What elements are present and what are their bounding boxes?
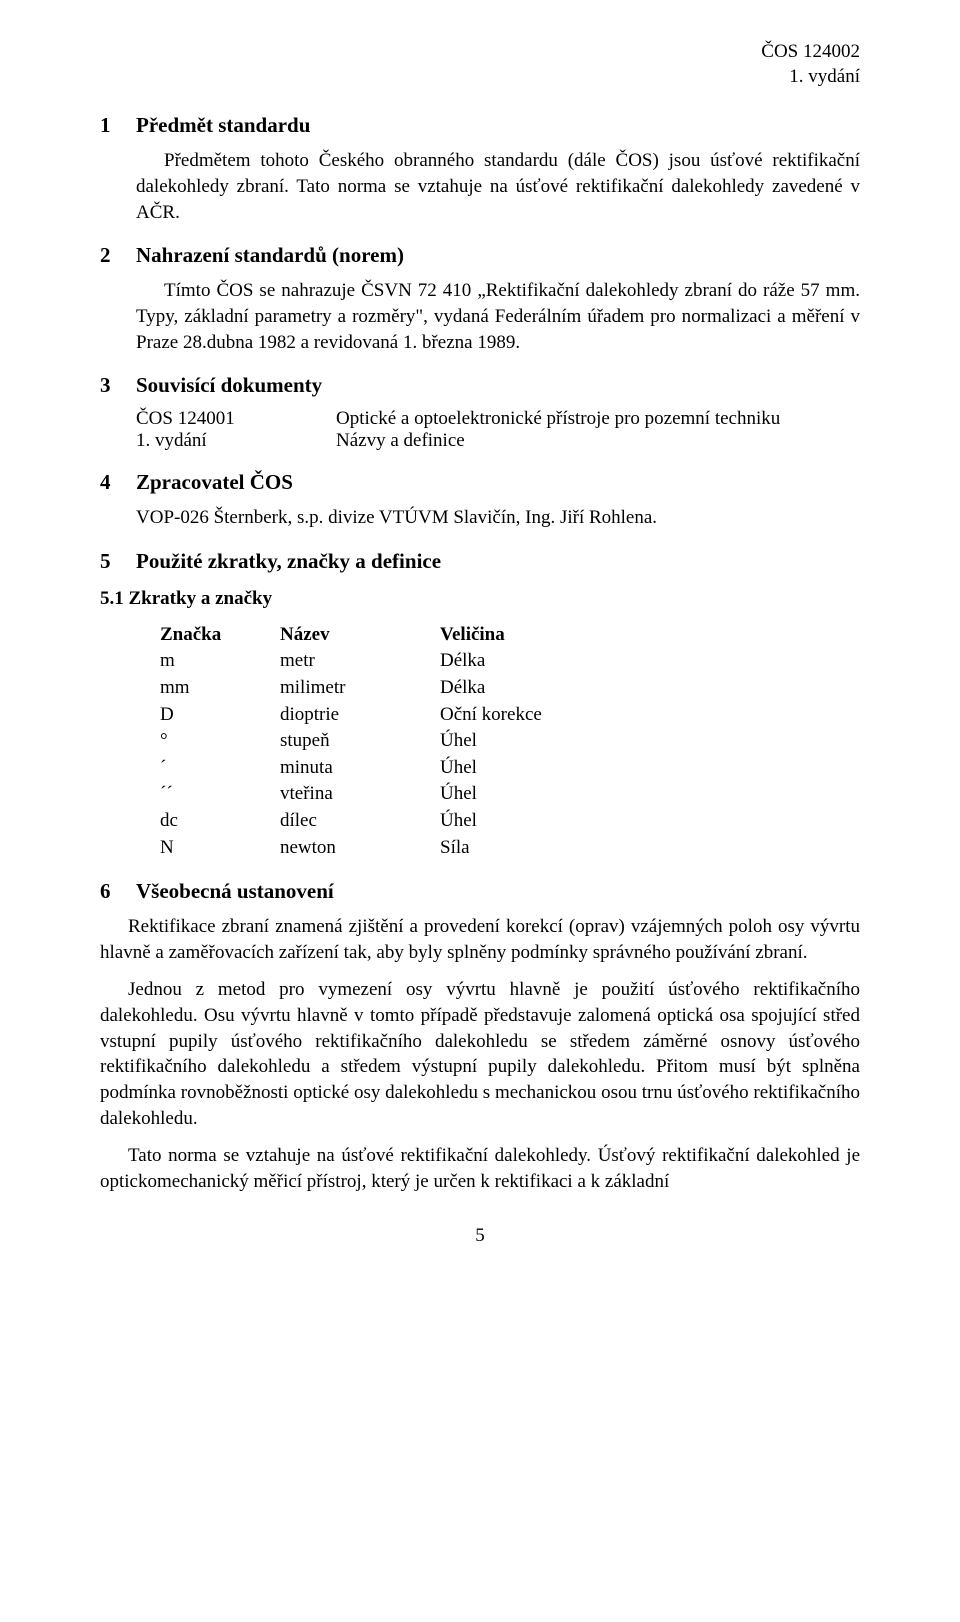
related-doc-left: ČOS 124001 1. vydání	[136, 408, 336, 452]
abbrev-c2: newton	[280, 835, 440, 862]
section-5-num: 5	[100, 549, 136, 574]
abbrev-c2: dioptrie	[280, 702, 440, 729]
abbrev-c3: Úhel	[440, 781, 860, 808]
abbrev-c1: m	[160, 648, 280, 675]
abbrev-head-row: Značka Název Veličina	[160, 622, 860, 649]
section-2-para: Tímto ČOS se nahrazuje ČSVN 72 410 „Rekt…	[136, 278, 860, 355]
abbrev-c3: Délka	[440, 648, 860, 675]
header-right: ČOS 124002 1. vydání	[100, 40, 860, 89]
abbrev-c3: Síla	[440, 835, 860, 862]
abbrev-c2: stupeň	[280, 728, 440, 755]
section-3-num: 3	[100, 373, 136, 398]
abbrev-c3: Úhel	[440, 728, 860, 755]
abbrev-c1: dc	[160, 808, 280, 835]
related-doc-edition: 1. vydání	[136, 430, 336, 452]
page-number: 5	[100, 1225, 860, 1247]
abbrev-head-c3: Veličina	[440, 622, 860, 649]
abbrev-c1: ´	[160, 755, 280, 782]
section-6-p1: Rektifikace zbraní znamená zjištění a pr…	[100, 914, 860, 965]
section-1-num: 1	[100, 113, 136, 138]
abbrev-c3: Délka	[440, 675, 860, 702]
section-5-heading: 5 Použité zkratky, značky a definice	[100, 549, 860, 574]
section-6-num: 6	[100, 879, 136, 904]
section-2-title: Nahrazení standardů (norem)	[136, 243, 404, 268]
section-5-1-num: 5.1	[100, 588, 124, 609]
section-4-para: VOP-026 Šternberk, s.p. divize VTÚVM Sla…	[136, 505, 860, 531]
section-6-heading: 6 Všeobecná ustanovení	[100, 879, 860, 904]
section-5-1-heading: 5.1 Zkratky a značky	[100, 588, 860, 610]
section-3-heading: 3 Souvisící dokumenty	[100, 373, 860, 398]
related-doc-id: ČOS 124001	[136, 408, 336, 430]
abbrev-row: m metr Délka	[160, 648, 860, 675]
section-6-p2: Jednou z metod pro vymezení osy vývrtu h…	[100, 977, 860, 1131]
abbrev-c2: metr	[280, 648, 440, 675]
doc-id: ČOS 124002	[100, 40, 860, 65]
section-1-heading: 1 Předmět standardu	[100, 113, 860, 138]
section-4-title: Zpracovatel ČOS	[136, 470, 293, 495]
section-2-heading: 2 Nahrazení standardů (norem)	[100, 243, 860, 268]
section-6-title: Všeobecná ustanovení	[136, 879, 334, 904]
abbrev-c3: Úhel	[440, 755, 860, 782]
related-doc-desc1: Optické a optoelektronické přístroje pro…	[336, 408, 860, 430]
abbrev-c2: vteřina	[280, 781, 440, 808]
abbrev-table: Značka Název Veličina m metr Délka mm mi…	[160, 622, 860, 861]
abbrev-c1: °	[160, 728, 280, 755]
related-doc-desc2: Názvy a definice	[336, 430, 860, 452]
abbrev-c3: Úhel	[440, 808, 860, 835]
related-doc-row: ČOS 124001 1. vydání Optické a optoelekt…	[136, 408, 860, 452]
abbrev-c1: mm	[160, 675, 280, 702]
doc-edition: 1. vydání	[100, 65, 860, 90]
abbrev-c1: D	[160, 702, 280, 729]
abbrev-c2: milimetr	[280, 675, 440, 702]
related-doc-right: Optické a optoelektronické přístroje pro…	[336, 408, 860, 452]
abbrev-row: dc dílec Úhel	[160, 808, 860, 835]
section-1-para: Předmětem tohoto Českého obranného stand…	[136, 148, 860, 225]
section-4-num: 4	[100, 470, 136, 495]
section-3-title: Souvisící dokumenty	[136, 373, 322, 398]
abbrev-row: ´´ vteřina Úhel	[160, 781, 860, 808]
abbrev-head-c2: Název	[280, 622, 440, 649]
section-2-num: 2	[100, 243, 136, 268]
abbrev-c3: Oční korekce	[440, 702, 860, 729]
abbrev-head-c1: Značka	[160, 622, 280, 649]
section-1-title: Předmět standardu	[136, 113, 310, 138]
abbrev-c1: ´´	[160, 781, 280, 808]
section-6-p3: Tato norma se vztahuje na úsťové rektifi…	[100, 1143, 860, 1194]
abbrev-c1: N	[160, 835, 280, 862]
section-5-1-title: Zkratky a značky	[129, 588, 273, 609]
abbrev-row: D dioptrie Oční korekce	[160, 702, 860, 729]
abbrev-row: ° stupeň Úhel	[160, 728, 860, 755]
section-4-heading: 4 Zpracovatel ČOS	[100, 470, 860, 495]
abbrev-row: ´ minuta Úhel	[160, 755, 860, 782]
abbrev-c2: dílec	[280, 808, 440, 835]
section-5-title: Použité zkratky, značky a definice	[136, 549, 441, 574]
abbrev-c2: minuta	[280, 755, 440, 782]
abbrev-row: N newton Síla	[160, 835, 860, 862]
abbrev-row: mm milimetr Délka	[160, 675, 860, 702]
document-page: ČOS 124002 1. vydání 1 Předmět standardu…	[0, 0, 960, 1287]
